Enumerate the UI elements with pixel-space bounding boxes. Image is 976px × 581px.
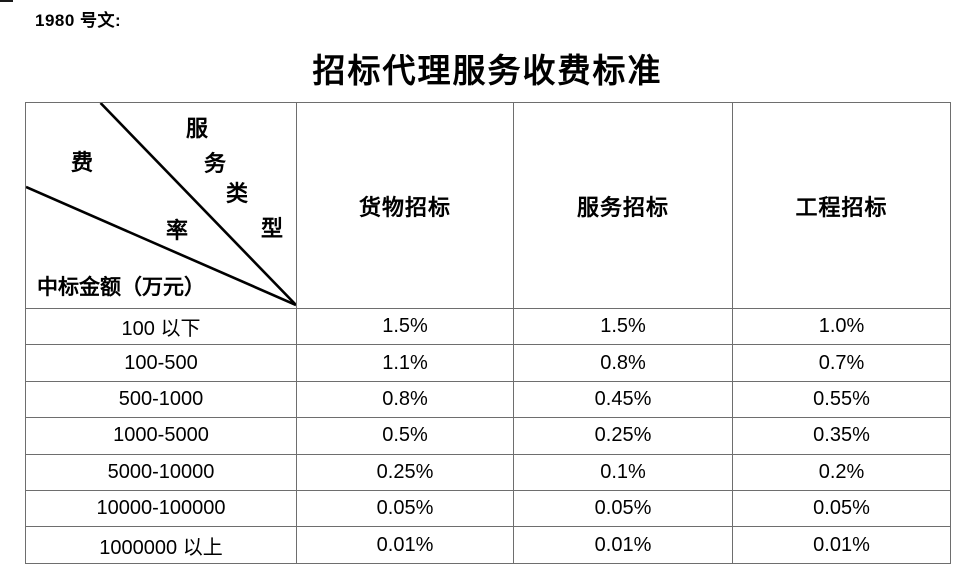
fee-standard-table: 服 务 类 型 费 率 中标金额（万元） 货物招标 服务招标 工程招标 100 … bbox=[25, 102, 951, 564]
header-row: 服 务 类 型 费 率 中标金额（万元） 货物招标 服务招标 工程招标 bbox=[25, 102, 951, 309]
rate-cell: 0.45% bbox=[513, 380, 733, 419]
table-row: 1000000 以上 0.01% 0.01% 0.01% bbox=[25, 526, 951, 564]
amount-range-cell: 10000-100000 bbox=[25, 489, 297, 528]
rate-cell: 0.05% bbox=[732, 489, 951, 528]
rate-cell: 0.5% bbox=[296, 417, 514, 455]
column-header-goods-bidding: 货物招标 bbox=[296, 102, 514, 309]
amount-range-cell: 500-1000 bbox=[25, 380, 297, 419]
rate-cell: 0.25% bbox=[513, 417, 733, 455]
rate-cell: 0.35% bbox=[732, 417, 951, 455]
table-row: 1000-5000 0.5% 0.25% 0.35% bbox=[25, 417, 951, 455]
amount-range-cell: 100-500 bbox=[25, 344, 297, 382]
diagonal-line-upper bbox=[99, 103, 296, 306]
table-row: 100 以下 1.5% 1.5% 1.0% bbox=[25, 307, 951, 346]
rate-cell: 0.05% bbox=[513, 489, 733, 528]
rate-cell: 1.1% bbox=[296, 344, 514, 382]
service-type-char: 服 bbox=[186, 116, 209, 141]
rate-cell: 0.8% bbox=[513, 344, 733, 382]
rate-cell: 0.1% bbox=[513, 453, 733, 491]
rate-cell: 0.2% bbox=[732, 453, 951, 491]
fee-rate-char: 费 bbox=[71, 150, 94, 175]
amount-range-cell: 1000000 以上 bbox=[25, 526, 297, 564]
rate-cell: 0.01% bbox=[296, 526, 514, 564]
top-edge-mark bbox=[0, 0, 13, 2]
column-header-service-bidding: 服务招标 bbox=[513, 102, 733, 309]
rate-cell: 1.5% bbox=[296, 307, 514, 346]
column-header-engineering-bidding: 工程招标 bbox=[732, 102, 951, 309]
table-row: 10000-100000 0.05% 0.05% 0.05% bbox=[25, 489, 951, 528]
rate-cell: 0.7% bbox=[732, 344, 951, 382]
fee-rate-char: 率 bbox=[166, 218, 189, 243]
doc-number-label: 1980 号文: bbox=[35, 11, 122, 30]
page-title: 招标代理服务收费标准 bbox=[312, 54, 663, 90]
service-type-char: 型 bbox=[261, 216, 284, 241]
diagonal-line-lower bbox=[26, 185, 296, 307]
rate-cell: 1.5% bbox=[513, 307, 733, 346]
table-row: 100-500 1.1% 0.8% 0.7% bbox=[25, 344, 951, 382]
rate-cell: 0.55% bbox=[732, 380, 951, 419]
rate-cell: 0.8% bbox=[296, 380, 514, 419]
diagonal-lines bbox=[26, 103, 296, 307]
amount-axis-label: 中标金额（万元） bbox=[37, 275, 205, 299]
rate-cell: 1.0% bbox=[732, 307, 951, 346]
corner-header-cell: 服 务 类 型 费 率 中标金额（万元） bbox=[25, 102, 297, 309]
service-type-char: 务 bbox=[204, 151, 227, 176]
table-row: 500-1000 0.8% 0.45% 0.55% bbox=[25, 380, 951, 419]
amount-range-cell: 5000-10000 bbox=[25, 453, 297, 491]
table-row: 5000-10000 0.25% 0.1% 0.2% bbox=[25, 453, 951, 491]
amount-range-cell: 1000-5000 bbox=[25, 417, 297, 455]
service-type-char: 类 bbox=[226, 181, 249, 206]
amount-range-cell: 100 以下 bbox=[25, 307, 297, 346]
rate-cell: 0.05% bbox=[296, 489, 514, 528]
rate-cell: 0.25% bbox=[296, 453, 514, 491]
rate-cell: 0.01% bbox=[732, 526, 951, 564]
rate-cell: 0.01% bbox=[513, 526, 733, 564]
